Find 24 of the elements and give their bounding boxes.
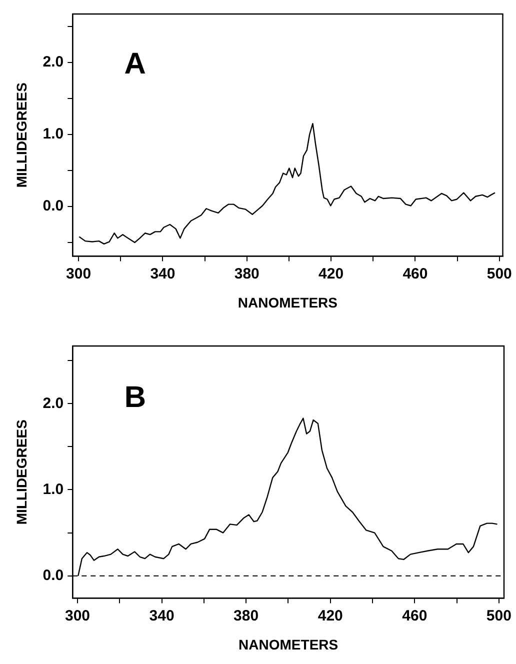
x-tick-label: 500 (486, 265, 512, 282)
x-axis-title: NANOMETERS (238, 636, 338, 652)
x-tick-label: 460 (402, 265, 428, 282)
x-axis-title: NANOMETERS (238, 294, 338, 310)
x-tick-label: 340 (150, 265, 176, 282)
y-tick-label: 0.0 (42, 566, 64, 584)
x-tick-label: 300 (66, 265, 92, 282)
y-tick-label: 2.0 (42, 394, 64, 412)
x-tick-label: 380 (234, 265, 260, 282)
x-tick-label: 420 (318, 265, 344, 282)
annotation: A (124, 48, 146, 81)
x-tick-label: 340 (149, 607, 174, 624)
annotation: B (124, 381, 146, 414)
y-tick-label: 0.0 (42, 198, 64, 215)
x-tick-label: 300 (64, 607, 90, 624)
y-axis-title: MILLIDEGREES (13, 420, 30, 525)
y-tick-label: 1.0 (42, 480, 64, 498)
y-tick-label: 1.0 (42, 126, 64, 143)
x-tick-label: 500 (486, 607, 512, 624)
y-tick-label: 2.0 (42, 53, 64, 70)
x-tick-label: 380 (234, 607, 259, 624)
x-tick-label: 420 (318, 607, 343, 624)
x-tick-label: 460 (402, 607, 428, 624)
y-axis-title: MILLIDEGREES (13, 82, 30, 188)
